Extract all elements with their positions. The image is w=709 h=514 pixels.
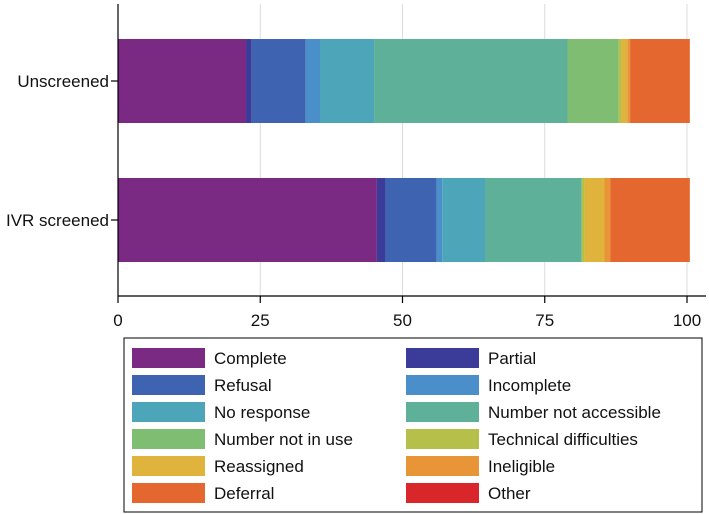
bar-ivr-screened-reassigned [584,178,605,262]
legend-label: No response [214,403,310,422]
legend-label: Refusal [214,376,272,395]
legend-swatch [132,348,205,368]
bar-unscreened-no-response [319,39,375,123]
bar-unscreened-deferral [630,39,690,123]
bar-unscreened-refusal [251,39,306,123]
bar-ivr-screened-partial [376,178,386,262]
category-label: IVR screened [6,211,109,230]
legend-label: Reassigned [214,457,304,476]
legend-swatch [406,483,479,503]
x-tick-label: 0 [113,311,122,330]
legend-swatch [406,456,479,476]
legend-swatch [132,483,205,503]
bar-unscreened-incomplete [305,39,320,123]
legend-label: Incomplete [488,376,571,395]
legend-swatch [406,375,479,395]
bar-ivr-screened-incomplete [436,178,443,262]
legend-label: Ineligible [488,457,555,476]
bar-unscreened-number-not-in-use [567,39,619,123]
bar-ivr-screened-number-not-accessible [485,178,582,262]
legend-swatch [406,348,479,368]
legend-label: Deferral [214,484,274,503]
bar-unscreened-technical-difficulties [618,39,622,123]
x-tick-label: 25 [251,311,270,330]
bars [118,39,690,262]
legend-swatch [132,402,205,422]
legend-label: Number not in use [214,430,353,449]
category-label: Unscreened [17,72,109,91]
bar-unscreened-number-not-accessible [374,39,568,123]
legend: Complete Partial Refusal Incomplete No respo… [123,337,703,513]
bar-ivr-screened-deferral [610,178,690,262]
x-tick-label: 100 [673,311,701,330]
bar-unscreened-partial [246,39,252,123]
x-tick-label: 50 [393,311,412,330]
bar-ivr-screened-refusal [385,178,437,262]
legend-swatch [406,402,479,422]
bar-ivr-screened-technical-difficulties [581,178,585,262]
legend-label: Number not accessible [488,403,661,422]
bar-ivr-screened-ineligible [604,178,611,262]
legend-label: Other [488,484,531,503]
x-tick-label: 75 [535,311,554,330]
bar-unscreened-complete [118,39,247,123]
bar-unscreened-ineligible [627,39,631,123]
legend-label: Technical difficulties [488,430,638,449]
bar-ivr-screened-no-response [442,178,486,262]
bar-unscreened-reassigned [621,39,628,123]
legend-label: Partial [488,349,536,368]
legend-label: Complete [214,349,287,368]
axes: 0 25 50 75 100 Unscreened IVR screened [6,4,706,330]
bar-ivr-screened-complete [118,178,377,262]
legend-swatch [406,429,479,449]
legend-swatch [132,429,205,449]
legend-swatch [132,456,205,476]
legend-swatch [132,375,205,395]
